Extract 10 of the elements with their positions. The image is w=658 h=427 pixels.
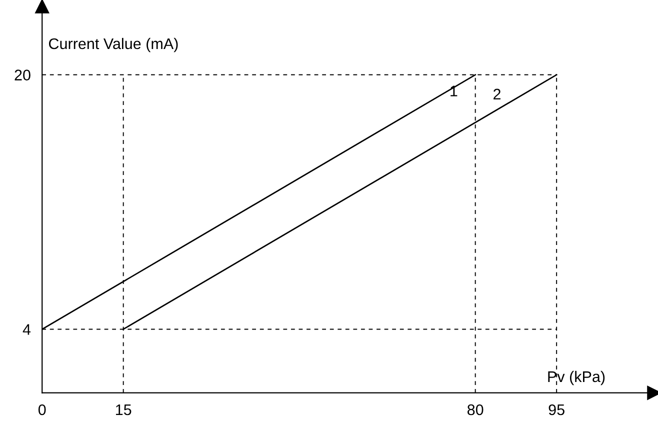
x-tick-label: 0 — [38, 404, 46, 416]
x-tick-label: 95 — [548, 404, 564, 416]
y-tick-label: 20 — [14, 70, 30, 80]
y-tick-label: 4 — [22, 324, 31, 335]
x-tick-label: 15 — [116, 404, 132, 416]
x-tick-label: 80 — [468, 404, 484, 416]
series-label: 1 — [450, 86, 458, 96]
x-axis-title: Pv (kPa) — [548, 370, 605, 386]
series-label: 2 — [494, 88, 500, 100]
y-axis-title: Current Value (mA) — [49, 38, 178, 52]
